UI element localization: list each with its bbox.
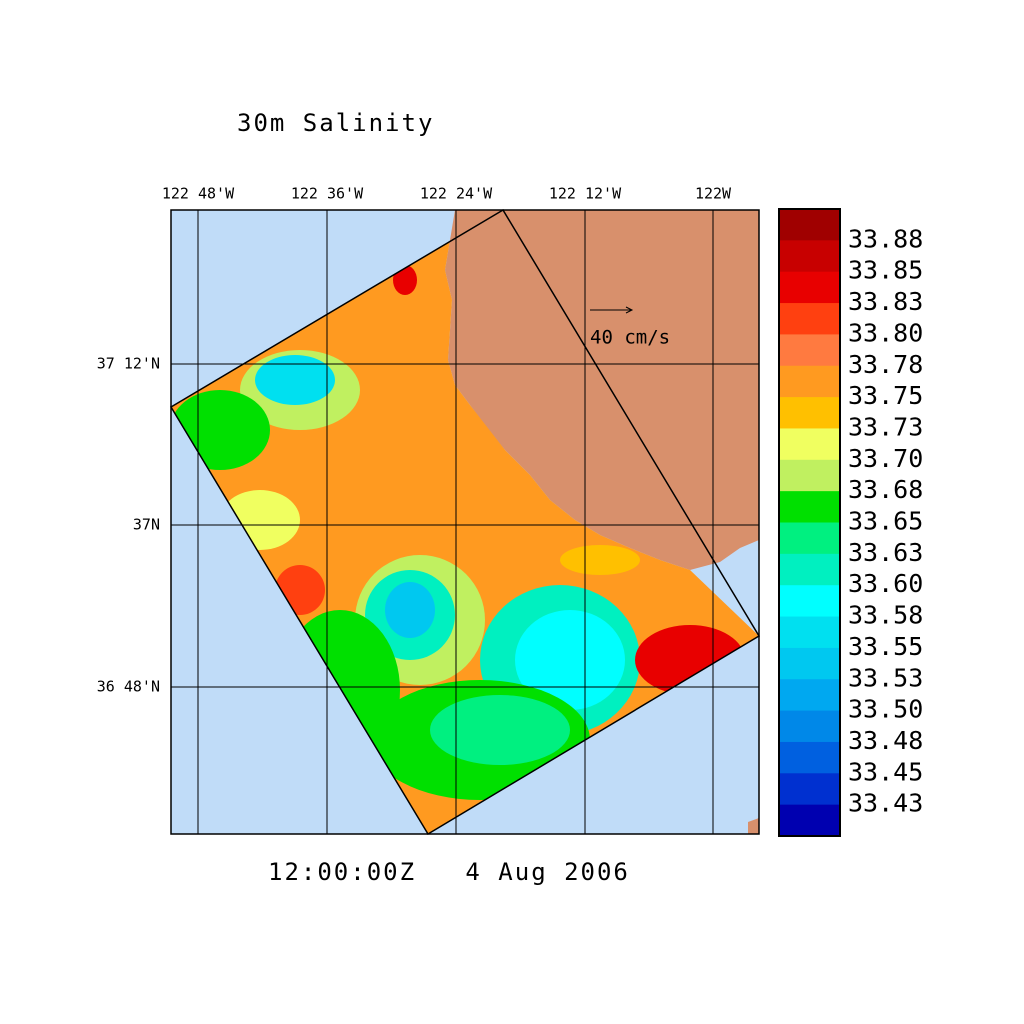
reference-label: 40 cm/s <box>590 327 670 349</box>
land <box>445 210 759 834</box>
colorbar-segment <box>779 773 840 806</box>
lon-label: 122 12'W <box>549 185 622 203</box>
colorbar-label: 33.53 <box>848 663 923 692</box>
frame <box>170 209 760 835</box>
colorbar-label: 33.65 <box>848 507 923 536</box>
title: 30m Salinity <box>237 109 434 137</box>
colorbar-label: 33.45 <box>848 757 923 786</box>
colorbar-label: 33.85 <box>848 256 923 285</box>
colorbar-segment <box>779 804 840 837</box>
colorbar-segment <box>779 585 840 618</box>
colorbar-frame <box>778 208 841 837</box>
lon-label: 122 24'W <box>420 185 493 203</box>
colorbar-label: 33.68 <box>848 475 923 504</box>
colorbar-label: 33.43 <box>848 789 923 818</box>
reference-arrow-head <box>625 306 634 314</box>
colorbar-segment <box>779 553 840 586</box>
colorbar-segment <box>779 271 840 304</box>
lon-label: 122 48'W <box>162 185 235 203</box>
colorbar-segment <box>779 647 840 680</box>
lat-label: 37N <box>133 516 160 534</box>
colorbar-label: 33.58 <box>848 601 923 630</box>
colorbar-label: 33.50 <box>848 695 923 724</box>
colorbar-segment <box>779 240 840 273</box>
colorbar-label: 33.63 <box>848 538 923 567</box>
lon-label: 122 36'W <box>291 185 364 203</box>
colorbar-segment <box>779 616 840 649</box>
colorbar-segment <box>779 710 840 743</box>
colorbar-segment <box>779 459 840 492</box>
colorbar-label: 33.75 <box>848 381 923 410</box>
colorbar-segment <box>779 491 840 523</box>
lon-label: 122W <box>695 185 732 203</box>
timestamp: 12:00:00Z 4 Aug 2006 <box>268 858 630 886</box>
colorbar-label: 33.88 <box>848 224 923 253</box>
colorbar-segment <box>779 522 840 555</box>
lat-label: 36 48'N <box>97 678 160 696</box>
colorbar-segment <box>779 397 840 429</box>
colorbar-label: 33.83 <box>848 287 923 316</box>
colorbar-segment <box>779 365 840 398</box>
colorbar-segment <box>779 303 840 335</box>
colorbar-segment <box>779 679 840 712</box>
colorbar-label: 33.80 <box>848 318 923 347</box>
colorbar-segment <box>779 741 840 774</box>
colorbar-label: 33.78 <box>848 350 923 379</box>
colorbar-label: 33.55 <box>848 632 923 661</box>
colorbar-label: 33.60 <box>848 569 923 598</box>
colorbar-label: 33.70 <box>848 444 923 473</box>
colorbar-label: 33.48 <box>848 726 923 755</box>
colorbar-segment <box>779 428 840 461</box>
colorbar-label: 33.73 <box>848 412 923 441</box>
colorbar-segment <box>779 334 840 367</box>
lat-label: 37 12'N <box>97 355 160 373</box>
colorbar-segment <box>779 209 840 241</box>
